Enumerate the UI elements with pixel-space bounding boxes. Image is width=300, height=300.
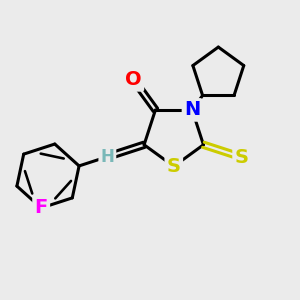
Text: O: O — [125, 70, 142, 89]
Text: N: N — [184, 100, 200, 119]
Text: S: S — [167, 157, 181, 176]
Text: S: S — [235, 148, 249, 167]
Text: H: H — [100, 148, 114, 166]
Text: F: F — [34, 199, 48, 218]
